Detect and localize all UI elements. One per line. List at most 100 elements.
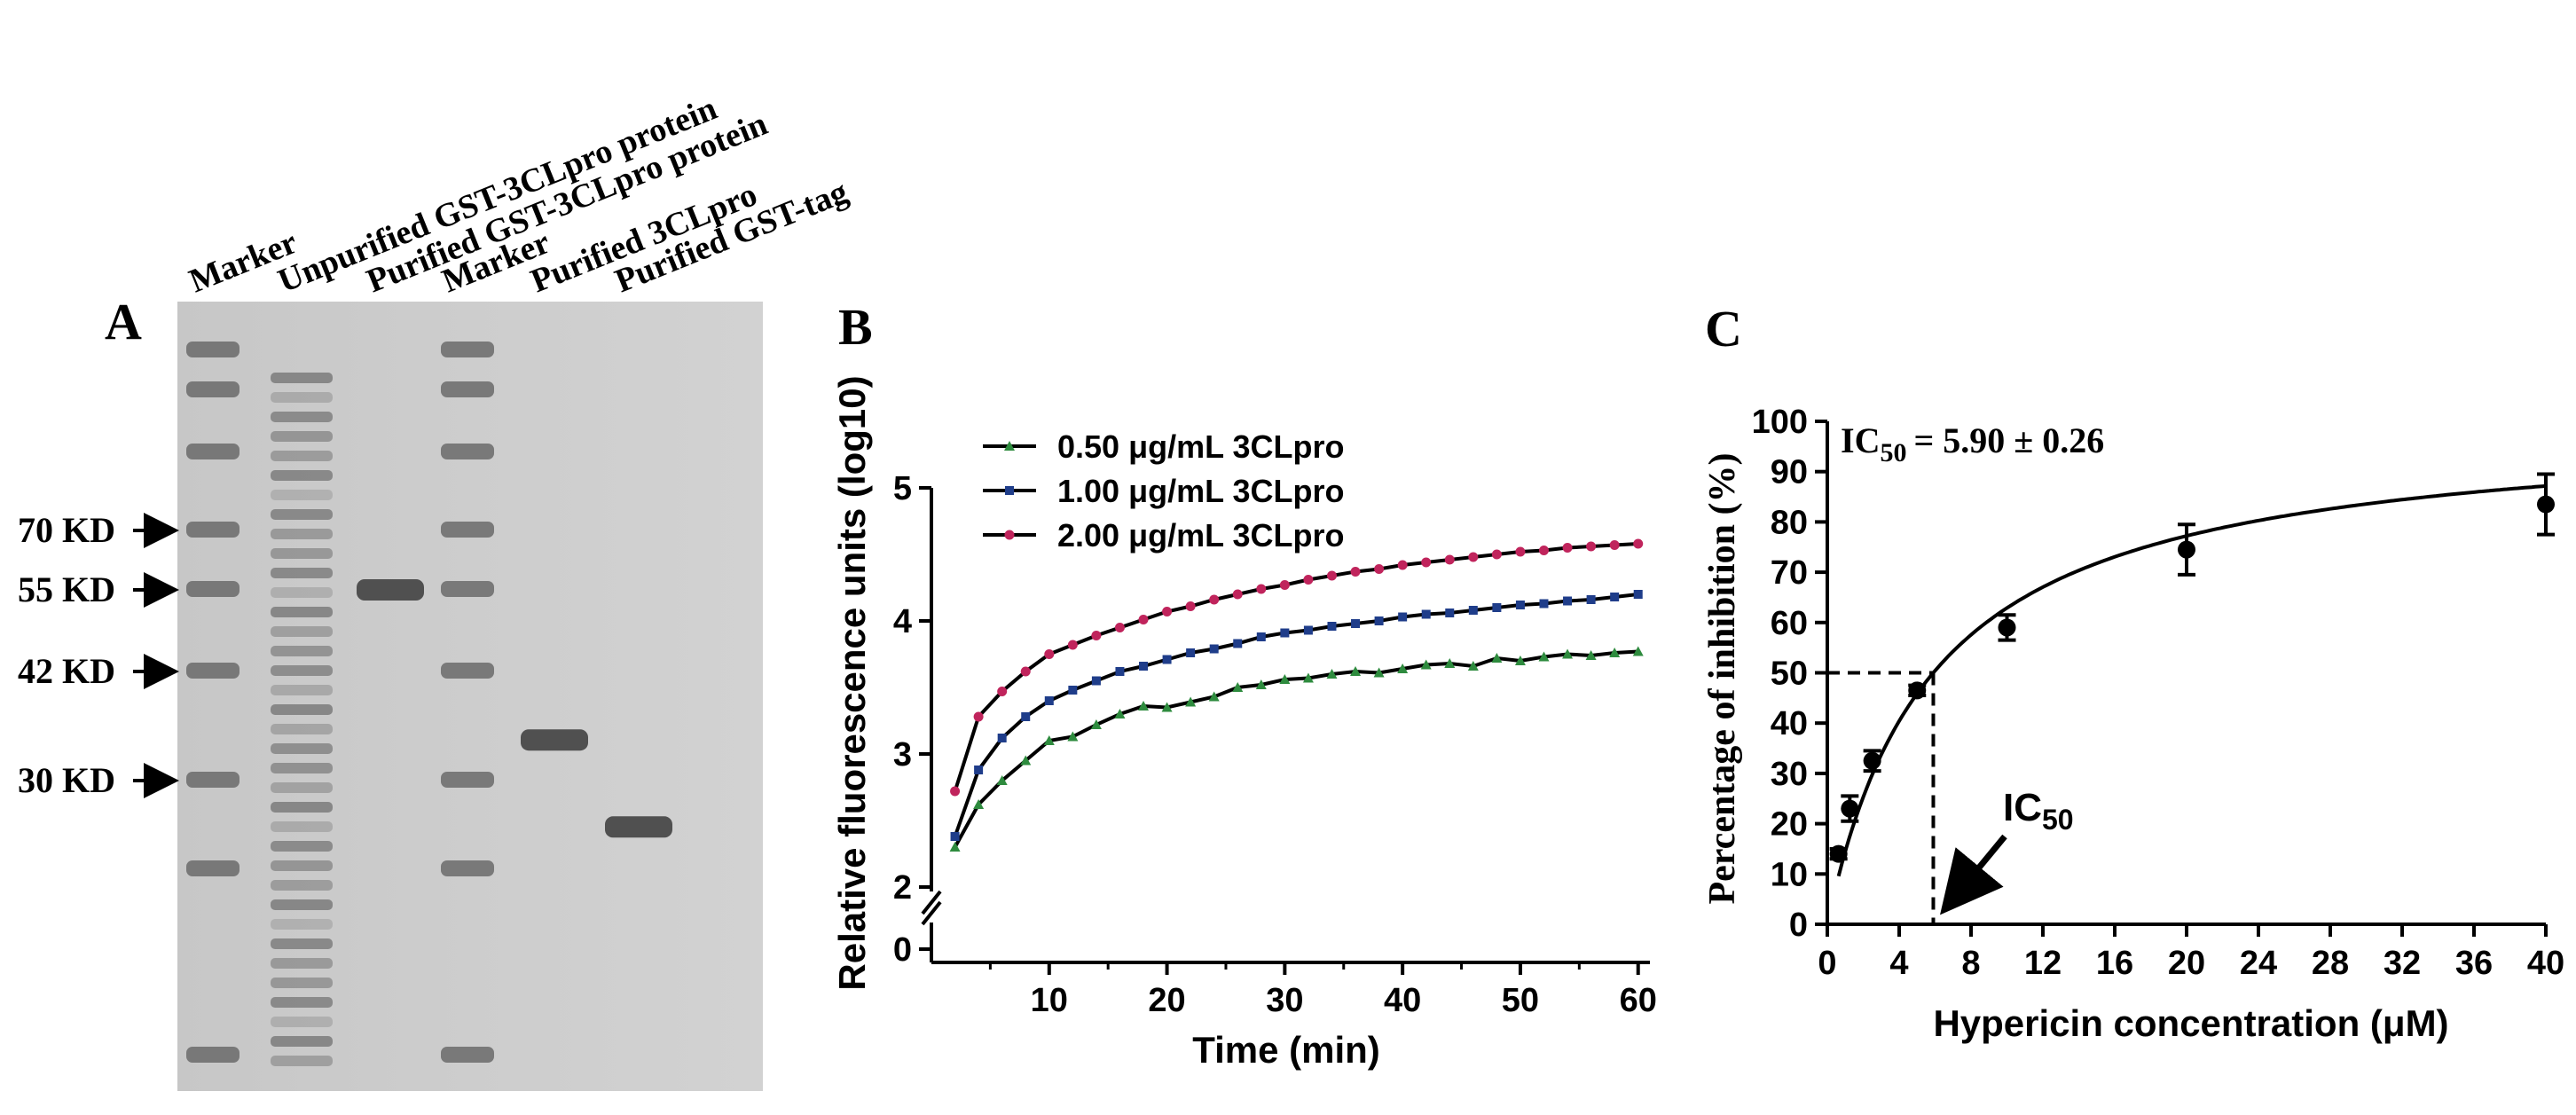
marker-ladder-band [186,772,240,788]
c-fit-curve [1836,483,2547,877]
b-data-point [1185,601,1196,611]
c-x-tick-label: 32 [2384,945,2421,982]
marker-ladder-band [186,381,240,397]
ic50-arrow-subscript: 50 [2042,804,2074,836]
c-x-tick-label: 12 [2024,945,2062,982]
b-data-point [1161,702,1173,712]
c-y-tick-label: 60 [1771,605,1808,642]
b-data-point [1279,580,1290,590]
b-data-point [1538,546,1549,555]
c-x-tick-label: 4 [1889,945,1908,982]
gel-lanes [186,342,672,1066]
lysate-band [271,899,333,910]
marker-ladder-band [186,522,240,538]
b-legend-label: 1.00 μg/mL 3CLpro [1057,473,1344,509]
panel-c-inhibition: C 0 10 20 30 40 50 60 70 80 90 100 0 4 8 12 16 20 24 28 32 3… [1702,300,2564,1044]
b-data-point [1420,659,1432,670]
b-data-point [1632,646,1644,656]
b-data-point [1350,666,1362,676]
b-data-point [996,775,1008,785]
lysate-band [271,782,333,793]
b-x-tick-label: 50 [1502,982,1539,1019]
b-data-point [1090,719,1102,729]
c-x-tick-label: 24 [2240,945,2277,982]
b-data-point [1138,615,1149,624]
b-data-point [974,766,984,774]
marker-ladder-band [441,860,494,876]
gel-background [177,302,763,1091]
b-data-point [1091,631,1102,640]
lysate-band [271,509,333,520]
lysate-band [271,1036,333,1047]
panel-c-plot [1827,472,2555,924]
b-data-point [1004,441,1015,451]
b-data-point [973,711,984,722]
c-data-point [1829,844,1848,863]
b-data-point [1162,655,1172,664]
lysate-band [271,1056,333,1066]
b-data-point [1467,661,1479,671]
c-data-point [2178,540,2195,559]
b-series-group [950,538,1644,797]
c-y-tick-label: 80 [1771,504,1808,541]
b-data-point [1586,541,1597,552]
ic50-prefix: IC [1841,420,1880,460]
b-x-tick-label: 60 [1620,982,1657,1019]
marker-ladder-band [186,1047,240,1063]
lysate-band [271,665,333,676]
c-y-tick-label: 30 [1771,756,1808,793]
c-data-point [1841,799,1859,818]
c-data-point [1863,751,1881,770]
c-ic50-arrow [1940,834,2007,915]
lysate-band [271,685,333,695]
lysate-band [271,568,333,578]
b-x-tick-label: 30 [1266,982,1303,1019]
lysate-band [271,646,333,656]
b-data-point [1633,590,1643,599]
b-data-point [1421,609,1431,619]
b-data-point [1114,709,1126,718]
lysate-band [271,548,333,559]
b-legend-label: 2.00 μg/mL 3CLpro [1057,517,1344,554]
b-data-point [1005,486,1014,495]
panel-c-axes: 0 10 20 30 40 50 60 70 80 90 100 0 4 8 12 16 20 24 28 32 36 4… [1752,404,2565,982]
b-y-tick-label: 3 [893,736,912,773]
c-y-tick-label: 100 [1752,404,1808,441]
marker-ladder-band [441,381,494,397]
b-data-point [1445,609,1455,617]
panel-a-letter: A [105,293,142,350]
protein-band [357,579,424,601]
b-data-point [1563,596,1573,606]
b-data-point [1186,648,1196,657]
c-y-tick-label: 50 [1771,656,1808,693]
lysate-band [271,373,333,383]
b-data-point [1492,603,1502,612]
ic50-arrow-label: IC50 [2003,786,2074,836]
ic50-subscript: 50 [1880,438,1906,467]
lysate-band [271,958,333,969]
lysate-band [271,607,333,617]
marker-ladder-band [186,581,240,597]
c-x-tick-label: 16 [2096,945,2133,982]
lysate-band [271,451,333,461]
marker-ladder-band [441,444,494,459]
b-data-point [1115,667,1125,676]
b-series-line [953,649,1638,848]
panel-b-legend: 0.50 μg/mL 3CLpro 1.00 μg/mL 3CLpro 2.00 μ… [983,428,1344,554]
kd-marker-label: 30 KD [18,760,115,800]
b-data-point [1398,612,1408,622]
c-x-tick-label: 36 [2455,945,2493,982]
c-x-tick-label: 0 [1818,945,1836,982]
ic50-value: = 5.90 ± 0.26 [1913,420,2104,460]
b-data-point [1043,735,1055,745]
b-data-point [1515,546,1526,557]
b-data-point [1327,622,1337,631]
b-data-point [1444,658,1456,668]
lysate-band [271,529,333,539]
b-data-point [1139,662,1149,671]
b-data-point [1256,632,1266,641]
b-data-point [1444,554,1455,565]
lysate-band [271,841,333,852]
kd-marker-label: 55 KD [18,569,115,609]
marker-ladder-band [441,342,494,357]
